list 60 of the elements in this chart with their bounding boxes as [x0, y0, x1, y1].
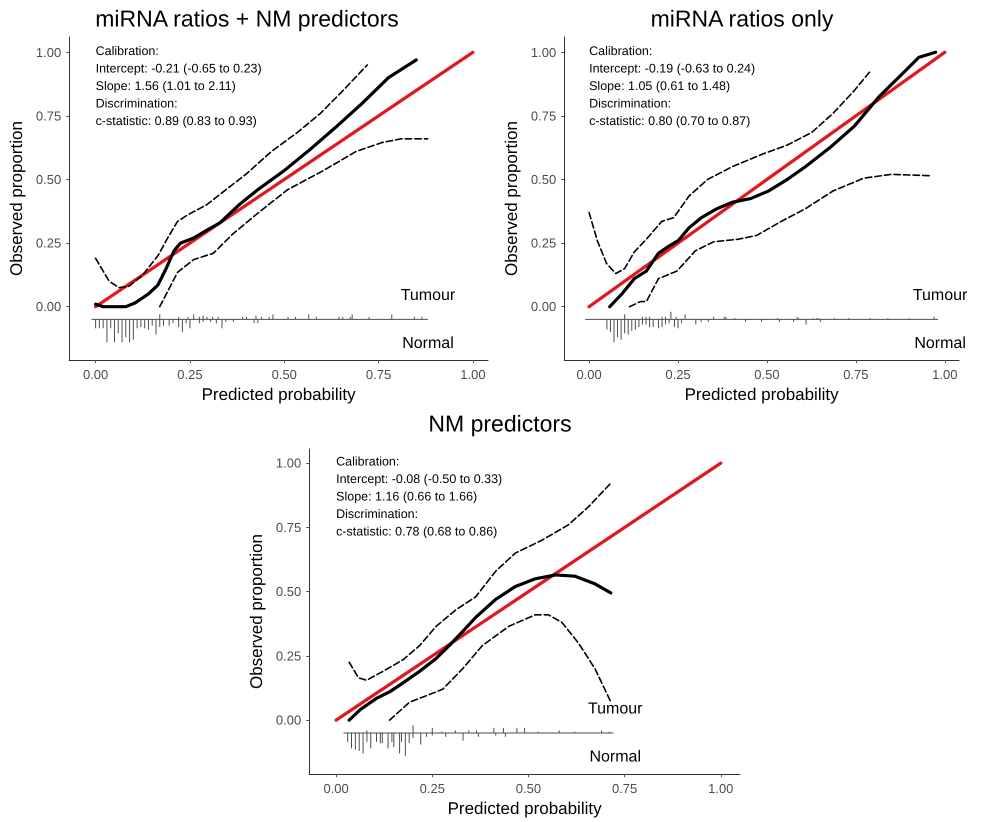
- x-tick-label: 0.25: [665, 367, 691, 382]
- annotation: Calibration:: [589, 44, 652, 58]
- line-series: [94, 64, 368, 288]
- y-tick-label: 0.25: [530, 236, 556, 251]
- annotation: Tumour: [588, 700, 644, 718]
- x-tick-label: 0.50: [754, 367, 780, 382]
- annotation: Normal: [402, 334, 454, 352]
- annotation: Slope: 1.16 (0.66 to 1.66): [336, 490, 478, 504]
- x-tick-label: 1.00: [932, 367, 958, 382]
- annotation: Intercept: -0.19 (-0.63 to 0.24): [589, 61, 756, 76]
- y-tick-label: 0.75: [36, 108, 62, 124]
- y-tick-label: 0.00: [530, 299, 556, 314]
- chart-title: NM predictors: [428, 410, 572, 436]
- annotation: Tumour: [912, 286, 968, 304]
- annotation: c-statistic: 0.89 (0.83 to 0.93): [96, 114, 257, 128]
- y-tick-label: 0.75: [276, 520, 302, 535]
- y-tick-label: 1.00: [276, 456, 302, 471]
- x-tick-label: 0.75: [366, 367, 392, 382]
- annotation: Slope: 1.05 (0.61 to 1.48): [589, 78, 730, 93]
- y-tick-label: 0.50: [36, 172, 62, 187]
- y-tick-label: 0.50: [530, 172, 556, 187]
- x-tick-label: 0.75: [612, 781, 638, 796]
- x-tick-label: 1.00: [708, 781, 734, 796]
- y-tick-label: 0.00: [276, 712, 302, 728]
- y-axis-title: Observed proportion: [502, 121, 521, 276]
- y-tick-label: 0.00: [36, 299, 62, 314]
- x-axis-title: Predicted probability: [448, 799, 602, 818]
- x-tick-label: 0.50: [516, 781, 542, 796]
- y-tick-label: 1.00: [36, 44, 62, 60]
- annotation: Tumour: [400, 286, 456, 304]
- x-axis-title: Predicted probability: [684, 385, 840, 404]
- annotation: Slope: 1.56 (1.01 to 2.11): [96, 78, 236, 93]
- chart-title: miRNA ratios only: [650, 6, 834, 32]
- x-tick-label: 0.00: [323, 781, 349, 796]
- x-tick-label: 0.25: [420, 781, 445, 796]
- annotation: Discrimination:: [589, 96, 672, 110]
- annotation: c-statistic: 0.78 (0.68 to 0.86): [336, 524, 498, 539]
- y-tick-label: 0.25: [276, 648, 302, 664]
- annotation: Discrimination:: [96, 96, 178, 110]
- annotation: Intercept: -0.21 (-0.65 to 0.23): [96, 61, 262, 76]
- x-tick-label: 1.00: [460, 367, 486, 382]
- x-tick-label: 0.25: [177, 367, 203, 382]
- y-axis-title: Observed proportion: [7, 121, 26, 276]
- x-tick-label: 0.00: [82, 367, 108, 382]
- annotation: Discrimination:: [336, 507, 418, 522]
- x-tick-label: 0.00: [576, 367, 602, 382]
- x-axis-title: Predicted probability: [202, 385, 356, 404]
- y-tick-label: 1.00: [530, 44, 556, 60]
- annotation: Normal: [589, 748, 642, 766]
- annotation: Intercept: -0.08 (-0.50 to 0.33): [336, 472, 502, 486]
- annotation: c-statistic: 0.80 (0.70 to 0.87): [589, 114, 750, 128]
- chart-title: miRNA ratios + NM predictors: [95, 6, 399, 32]
- annotation: Calibration:: [336, 454, 400, 469]
- x-tick-label: 0.75: [843, 367, 869, 382]
- y-axis-title: Observed proportion: [247, 534, 266, 690]
- y-tick-label: 0.50: [276, 584, 302, 600]
- y-tick-label: 0.75: [530, 108, 556, 124]
- y-tick-label: 0.25: [36, 236, 62, 251]
- annotation: Normal: [914, 334, 966, 352]
- annotation: Calibration:: [96, 44, 159, 58]
